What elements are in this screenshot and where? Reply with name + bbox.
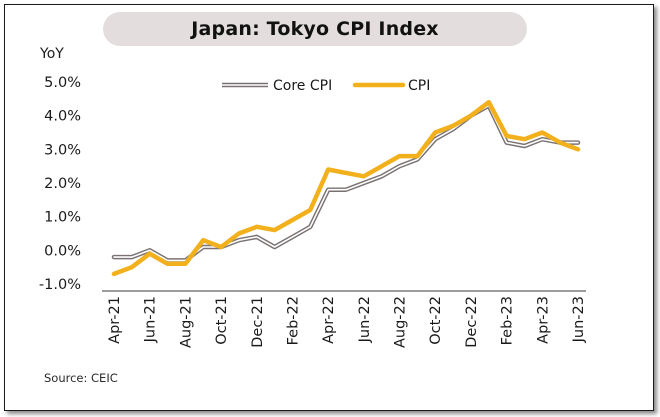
series-layer: [111, 99, 581, 277]
legend-label-cpi: CPI: [408, 78, 430, 94]
source-note: Source: CEIC: [44, 371, 118, 385]
legend: Core CPI CPI: [222, 78, 430, 94]
y-axis-unit-label: YoY: [40, 46, 64, 62]
x-tick-label: Oct-22: [428, 296, 444, 345]
x-tick-label: Aug-21: [178, 296, 194, 348]
y-tick-label: 0.0%: [44, 243, 81, 259]
x-tick-label: Apr-23: [535, 296, 551, 344]
y-tick-label: 5.0%: [44, 75, 81, 91]
x-tick-label: Jun-23: [571, 296, 587, 343]
x-tick-label: Feb-22: [285, 296, 301, 345]
series-line-core-cpi: [111, 103, 581, 263]
chart-title: Japan: Tokyo CPI Index: [191, 18, 439, 40]
series-line-cpi: [111, 99, 581, 277]
chart-title-banner: Japan: Tokyo CPI Index: [103, 12, 527, 46]
y-tick-label: 2.0%: [44, 176, 81, 192]
x-tick-label: Feb-23: [500, 296, 516, 345]
series-line-core-cpi-inner: [113, 104, 579, 262]
chart-frame: [4, 4, 654, 411]
y-tick-label: 3.0%: [44, 142, 81, 158]
x-tick-label: Apr-22: [321, 296, 337, 344]
y-tick-label: -1.0%: [39, 277, 81, 293]
x-tick-label: Dec-21: [250, 296, 266, 348]
x-tick-label: Aug-22: [393, 296, 409, 348]
axes: 5.0% 4.0% 3.0% 2.0% 1.0% 0.0% -1.0% Apr-21 Jun-2…: [39, 75, 587, 348]
x-tick-label: Oct-21: [214, 296, 230, 345]
y-tick-label: 1.0%: [44, 210, 81, 226]
legend-label-core-cpi: Core CPI: [273, 78, 332, 94]
x-tick-label: Jun-22: [357, 296, 373, 343]
x-tick-label: Apr-21: [107, 296, 123, 344]
x-tick-label: Dec-22: [464, 296, 480, 348]
y-tick-label: 4.0%: [44, 109, 81, 125]
x-tick-label: Jun-21: [143, 296, 159, 343]
